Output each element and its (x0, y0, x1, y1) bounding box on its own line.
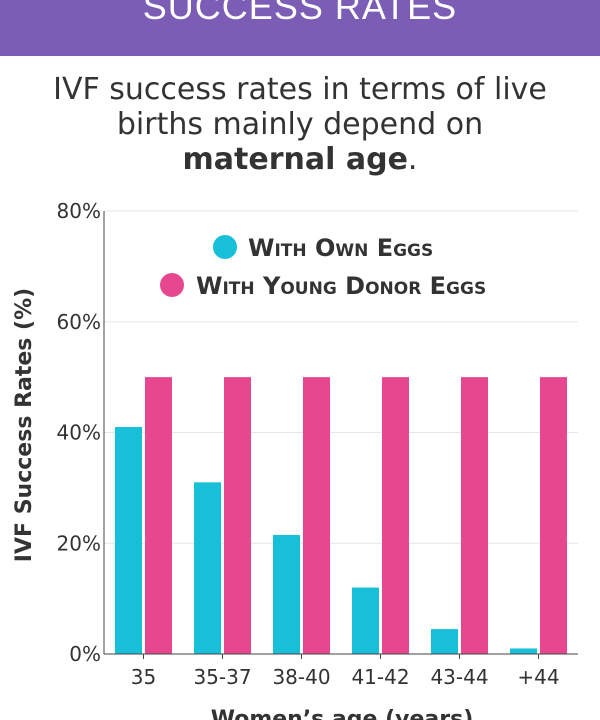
y-tick-label: 80% (57, 199, 101, 223)
donor-eggs-bar (461, 377, 488, 654)
x-tick-label: 35 (131, 665, 156, 689)
own-eggs-bar (510, 648, 537, 654)
y-tick-label: 60% (57, 310, 101, 334)
intro-bold: maternal age (182, 142, 408, 177)
legend-own-eggs-swatch (213, 235, 237, 259)
y-tick-label: 0% (69, 642, 101, 666)
x-tick-label: 35-37 (193, 665, 251, 689)
donor-eggs-bar (382, 377, 409, 654)
x-axis-label: Women’s age (years) (211, 707, 474, 720)
x-tick-label: 41-42 (351, 665, 409, 689)
axes: 0% 20% 40% 60% 80% 35 35-37 38-40 41-42 43-44 +44 (57, 199, 578, 689)
header-banner: SUCCESS RATES (0, 0, 600, 56)
banner-title: SUCCESS RATES (142, 0, 458, 27)
intro-line-2: births mainly depend on (116, 107, 484, 142)
donor-eggs-bar (145, 377, 172, 654)
x-tick-label: 38-40 (272, 665, 330, 689)
y-tick-label: 40% (57, 421, 101, 445)
donor-eggs-bar (224, 377, 251, 654)
intro-text: IVF success rates in terms of live birth… (0, 72, 600, 177)
legend-own-eggs-label: With Own Eggs (248, 234, 433, 262)
y-axis-label: IVF Success Rates (%) (12, 288, 37, 562)
x-tick-label: +44 (517, 665, 559, 689)
legend: With Own Eggs With Young Donor Eggs (160, 234, 486, 300)
own-eggs-bar (273, 534, 300, 654)
legend-donor-eggs-label: With Young Donor Eggs (196, 272, 486, 300)
bars (115, 377, 567, 654)
x-tick-label: 43-44 (430, 665, 488, 689)
donor-eggs-bar (303, 377, 330, 654)
intro-line-3: maternal age. (0, 142, 600, 177)
own-eggs-bar (115, 426, 142, 654)
own-eggs-bar (352, 587, 379, 654)
intro-period: . (407, 142, 418, 177)
y-tick-label: 20% (57, 531, 101, 555)
own-eggs-bar (194, 482, 221, 654)
intro-line-1: IVF success rates in terms of live (53, 72, 547, 107)
own-eggs-bar (431, 629, 458, 654)
legend-donor-eggs-swatch (160, 273, 184, 297)
grid-lines (104, 210, 578, 544)
donor-eggs-bar (540, 377, 567, 654)
